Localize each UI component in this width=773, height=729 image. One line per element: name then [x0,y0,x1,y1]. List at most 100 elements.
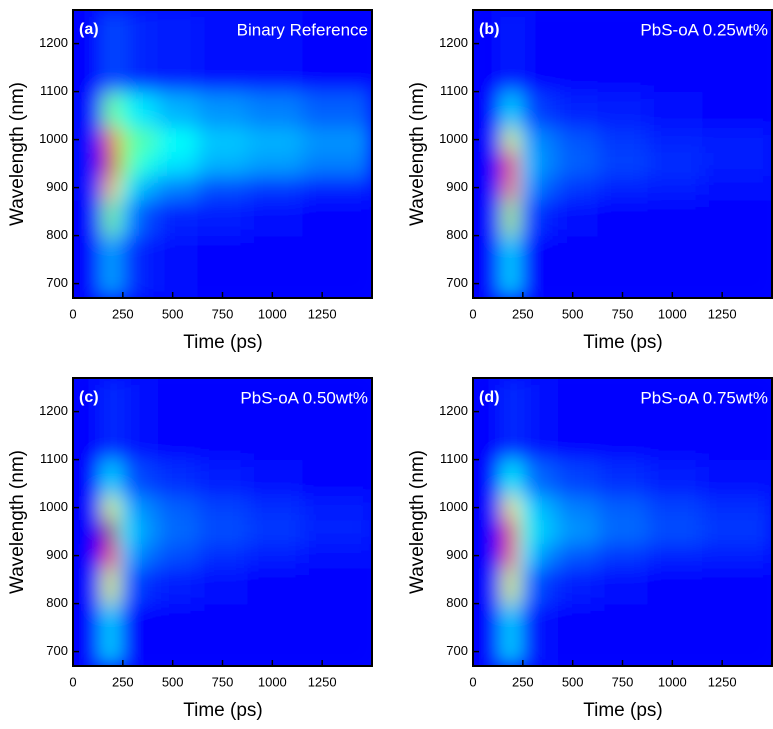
heatmap-cell [102,519,119,545]
heatmap-cell [473,378,504,461]
heatmap-cell [557,199,599,237]
heatmap-cell [557,378,599,461]
heatmap-cell [302,543,372,569]
x-tick-label: 1250 [308,306,337,321]
heatmap-cell [73,10,104,93]
heatmap-cell [502,151,519,177]
x-tick-label: 500 [162,674,184,689]
panel-title: PbS-oA 0.75wt% [640,388,768,407]
x-tick-label: 500 [562,306,584,321]
y-tick-label: 1100 [40,83,68,98]
y-tick-label: 900 [46,179,68,194]
heatmap-cell [473,199,504,237]
heatmap-cell [473,603,504,666]
heatmap-cell [302,235,372,298]
heatmap-cell [132,199,159,237]
heatmap-cell [102,495,119,521]
heatmap-cell [102,543,119,569]
heatmap-cell [102,459,119,497]
heatmap-cell [247,519,303,545]
heatmap-cell [517,567,534,605]
heatmap-cell [197,199,248,237]
heatmap-cell [597,235,648,298]
heatmap-cell [597,199,648,237]
heatmap-cell [247,459,303,497]
x-tick-label: 1000 [258,674,287,689]
heatmap-cell [597,175,648,201]
heatmap-cell [517,10,534,93]
heatmap-cell [647,127,703,153]
heatmap-cell [102,91,119,129]
x-tick-label: 750 [212,674,234,689]
heatmap-cell [473,459,504,497]
x-tick-label: 500 [562,674,584,689]
heatmap-cell [197,175,248,201]
heatmap-cell [557,175,599,201]
heatmap-cell [102,175,119,201]
heatmap-cell [302,567,372,605]
heatmap-cell [73,151,104,177]
x-axis-label: Time (ps) [183,332,263,353]
heatmap-cell [502,175,519,201]
panel-title: PbS-oA 0.50wt% [240,388,368,407]
x-tick-label: 1250 [708,674,737,689]
heatmap-cell [473,519,504,545]
heatmap-cell [157,10,199,93]
heatmap-cell [157,567,199,605]
heatmap-cell [702,543,772,569]
heatmap-cell [247,199,303,237]
heatmap-cell [247,378,303,461]
y-tick-label: 700 [46,275,68,290]
heatmap-cell [197,127,248,153]
x-tick-label: 250 [112,306,134,321]
heatmap-cell [702,603,772,666]
heatmap-cell [247,151,303,177]
heatmap-cell [702,495,772,521]
heatmap-cell [117,127,134,153]
heatmap-cell [647,151,703,177]
heatmap-cell [197,378,248,461]
heatmap-cell [597,151,648,177]
y-tick-label: 800 [446,595,468,610]
heatmap-cell [117,378,134,461]
heatmap-cell [132,235,159,298]
heatmap-cell [557,127,599,153]
heatmap-cell [197,495,248,521]
heatmap-cell [597,543,648,569]
heatmap-cell [702,459,772,497]
heatmap-cells [73,378,372,666]
y-tick-label: 900 [46,547,68,562]
heatmap-cell [557,151,599,177]
heatmap-cell [647,459,703,497]
heatmap-cell [157,235,199,298]
heatmap-cell [702,175,772,201]
heatmap-cell [247,495,303,521]
heatmap-cell [702,519,772,545]
heatmap-cell [597,567,648,605]
heatmap-cell [702,235,772,298]
heatmap-cell [132,543,159,569]
heatmap-cell [647,91,703,129]
heatmap-cell [517,495,534,521]
heatmap-cell [73,567,104,605]
heatmap-cell [532,235,559,298]
heatmap-cell [197,235,248,298]
heatmap-cells [473,378,772,666]
y-tick-label: 1200 [439,403,468,418]
heatmap-cell [157,199,199,237]
heatmap-cell [557,543,599,569]
y-tick-label: 1100 [40,451,68,466]
heatmap-cell [247,543,303,569]
x-tick-label: 1250 [308,674,337,689]
y-tick-label: 900 [446,547,468,562]
heatmap-cell [102,378,119,461]
x-tick-label: 500 [162,306,184,321]
heatmap-cell [532,495,559,521]
heatmap-cell [302,151,372,177]
y-tick-label: 800 [446,227,468,242]
heatmap-cell [132,10,159,93]
heatmap-cell [247,175,303,201]
heatmap-cell [132,127,159,153]
heatmap-cell [532,10,559,93]
heatmap-cell [647,175,703,201]
